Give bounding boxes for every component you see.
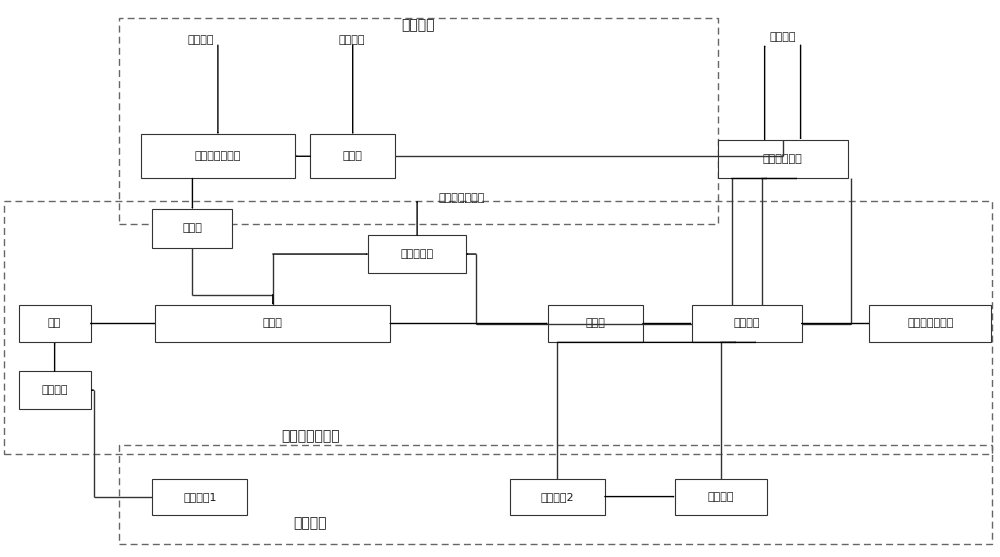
Bar — [718, 140, 848, 178]
Text: 外部设备: 外部设备 — [769, 32, 796, 42]
Bar — [548, 305, 643, 343]
Text: 显示及按键模块: 显示及按键模块 — [907, 319, 954, 329]
Text: 电源模块2: 电源模块2 — [541, 492, 574, 501]
Bar — [119, 445, 992, 544]
Text: 流量计: 流量计 — [182, 223, 202, 233]
Bar — [692, 305, 802, 343]
Bar — [19, 305, 91, 343]
Bar — [141, 134, 295, 178]
Bar — [368, 235, 466, 273]
Bar — [869, 305, 991, 343]
Bar — [510, 478, 605, 515]
Text: 测量及主控模块: 测量及主控模块 — [281, 429, 340, 443]
Text: 测量池: 测量池 — [263, 319, 283, 329]
Bar — [155, 305, 390, 343]
Text: 氧气和空气出口: 氧气和空气出口 — [439, 193, 485, 203]
Text: 进样模块: 进样模块 — [401, 19, 435, 33]
Text: 温控模块: 温控模块 — [707, 492, 734, 501]
Text: 主控电路: 主控电路 — [733, 319, 760, 329]
Text: 氧量传感器: 氧量传感器 — [401, 249, 434, 259]
Text: 输入输出模块: 输入输出模块 — [763, 154, 802, 164]
Text: 光谱仪: 光谱仪 — [585, 319, 605, 329]
Text: 空气入口: 空气入口 — [339, 35, 365, 45]
Text: 三通阀及隔膜泵: 三通阀及隔膜泵 — [195, 152, 241, 162]
Text: 电源模块: 电源模块 — [294, 516, 327, 530]
Text: 光源: 光源 — [48, 319, 61, 329]
Bar — [152, 209, 232, 248]
Bar — [675, 478, 767, 515]
Bar — [152, 478, 247, 515]
Text: 光源驱动: 光源驱动 — [41, 385, 68, 395]
Bar — [310, 134, 395, 178]
Bar — [119, 18, 718, 224]
Text: 抽气泵: 抽气泵 — [343, 152, 363, 162]
Bar — [4, 201, 992, 453]
Text: 样气入口: 样气入口 — [187, 35, 214, 45]
Text: 电源模块1: 电源模块1 — [183, 492, 217, 501]
Bar — [19, 372, 91, 409]
